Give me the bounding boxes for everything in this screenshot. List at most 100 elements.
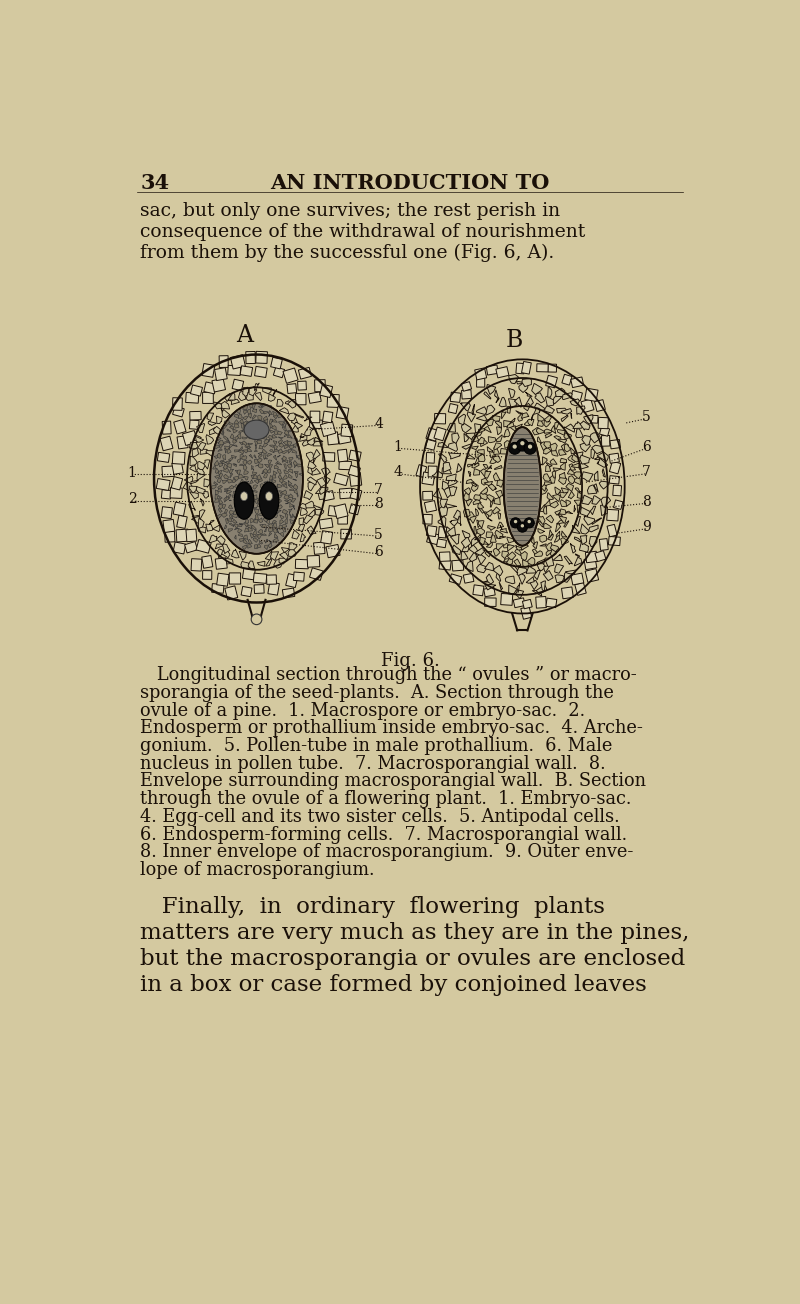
Polygon shape — [294, 463, 297, 468]
Polygon shape — [234, 420, 239, 424]
Polygon shape — [545, 557, 554, 566]
Polygon shape — [249, 424, 253, 429]
Polygon shape — [509, 399, 518, 407]
Polygon shape — [208, 421, 217, 425]
Polygon shape — [222, 549, 230, 558]
Polygon shape — [222, 503, 226, 509]
Polygon shape — [209, 428, 218, 434]
Polygon shape — [288, 494, 293, 498]
Polygon shape — [258, 404, 262, 408]
Polygon shape — [248, 413, 251, 419]
Polygon shape — [177, 436, 188, 449]
Polygon shape — [317, 477, 326, 488]
Polygon shape — [238, 533, 242, 536]
Polygon shape — [298, 524, 305, 532]
Polygon shape — [275, 490, 278, 494]
Polygon shape — [288, 469, 293, 473]
Polygon shape — [254, 498, 259, 503]
Polygon shape — [275, 460, 278, 464]
Polygon shape — [284, 464, 286, 469]
Polygon shape — [253, 469, 254, 471]
Polygon shape — [494, 497, 500, 505]
Polygon shape — [466, 455, 475, 459]
Polygon shape — [553, 554, 562, 561]
Polygon shape — [274, 430, 278, 434]
Text: lope of macrosporangium.: lope of macrosporangium. — [140, 861, 374, 879]
Polygon shape — [572, 455, 578, 462]
Polygon shape — [494, 443, 502, 450]
Polygon shape — [314, 437, 323, 442]
Polygon shape — [503, 436, 506, 437]
Polygon shape — [426, 452, 434, 463]
Polygon shape — [569, 464, 575, 471]
Polygon shape — [274, 509, 276, 514]
Text: 9: 9 — [642, 520, 651, 535]
Text: from them by the successful one (Fig. 6, A).: from them by the successful one (Fig. 6,… — [140, 244, 554, 262]
Polygon shape — [310, 411, 320, 422]
Polygon shape — [257, 503, 262, 507]
Polygon shape — [442, 481, 450, 490]
Polygon shape — [479, 537, 486, 545]
Polygon shape — [555, 524, 561, 532]
Polygon shape — [304, 416, 312, 421]
Polygon shape — [439, 552, 450, 562]
Circle shape — [528, 445, 532, 449]
Polygon shape — [556, 514, 562, 518]
Polygon shape — [227, 429, 231, 432]
Polygon shape — [564, 424, 574, 432]
Polygon shape — [551, 425, 556, 433]
Polygon shape — [477, 377, 485, 387]
Polygon shape — [255, 515, 258, 520]
Polygon shape — [199, 510, 205, 519]
Ellipse shape — [259, 482, 279, 519]
Polygon shape — [254, 519, 258, 523]
Polygon shape — [274, 366, 285, 378]
Text: but the macrosporangia or ovules are enclosed: but the macrosporangia or ovules are enc… — [140, 948, 686, 970]
Polygon shape — [594, 399, 606, 412]
Polygon shape — [218, 505, 222, 509]
Polygon shape — [258, 518, 262, 523]
Polygon shape — [334, 473, 348, 485]
Polygon shape — [463, 510, 470, 516]
Polygon shape — [206, 434, 214, 445]
Polygon shape — [462, 424, 471, 433]
Polygon shape — [574, 472, 582, 479]
Circle shape — [524, 442, 536, 454]
Polygon shape — [283, 484, 287, 488]
Polygon shape — [225, 446, 230, 450]
Polygon shape — [182, 430, 198, 446]
Polygon shape — [233, 512, 238, 518]
Circle shape — [510, 518, 521, 528]
Polygon shape — [228, 439, 230, 443]
Polygon shape — [282, 458, 284, 463]
Polygon shape — [517, 583, 520, 592]
Polygon shape — [258, 452, 263, 455]
Polygon shape — [278, 413, 282, 417]
Polygon shape — [262, 387, 271, 394]
Polygon shape — [599, 481, 609, 489]
Polygon shape — [315, 507, 324, 515]
Polygon shape — [283, 368, 298, 383]
Polygon shape — [471, 437, 479, 442]
Polygon shape — [278, 455, 281, 458]
Polygon shape — [546, 599, 557, 608]
Polygon shape — [219, 430, 224, 434]
Polygon shape — [230, 426, 234, 430]
Polygon shape — [215, 439, 220, 443]
Polygon shape — [293, 479, 297, 481]
Polygon shape — [543, 473, 550, 481]
Polygon shape — [224, 490, 229, 493]
Polygon shape — [555, 510, 561, 515]
Ellipse shape — [266, 492, 273, 501]
Polygon shape — [260, 507, 264, 510]
Polygon shape — [214, 481, 218, 485]
Polygon shape — [496, 366, 509, 378]
Polygon shape — [499, 582, 502, 591]
Polygon shape — [538, 420, 543, 426]
Polygon shape — [238, 413, 242, 419]
Polygon shape — [507, 537, 514, 542]
Polygon shape — [558, 439, 567, 443]
Polygon shape — [540, 535, 546, 542]
Polygon shape — [242, 406, 247, 409]
Polygon shape — [574, 499, 582, 506]
